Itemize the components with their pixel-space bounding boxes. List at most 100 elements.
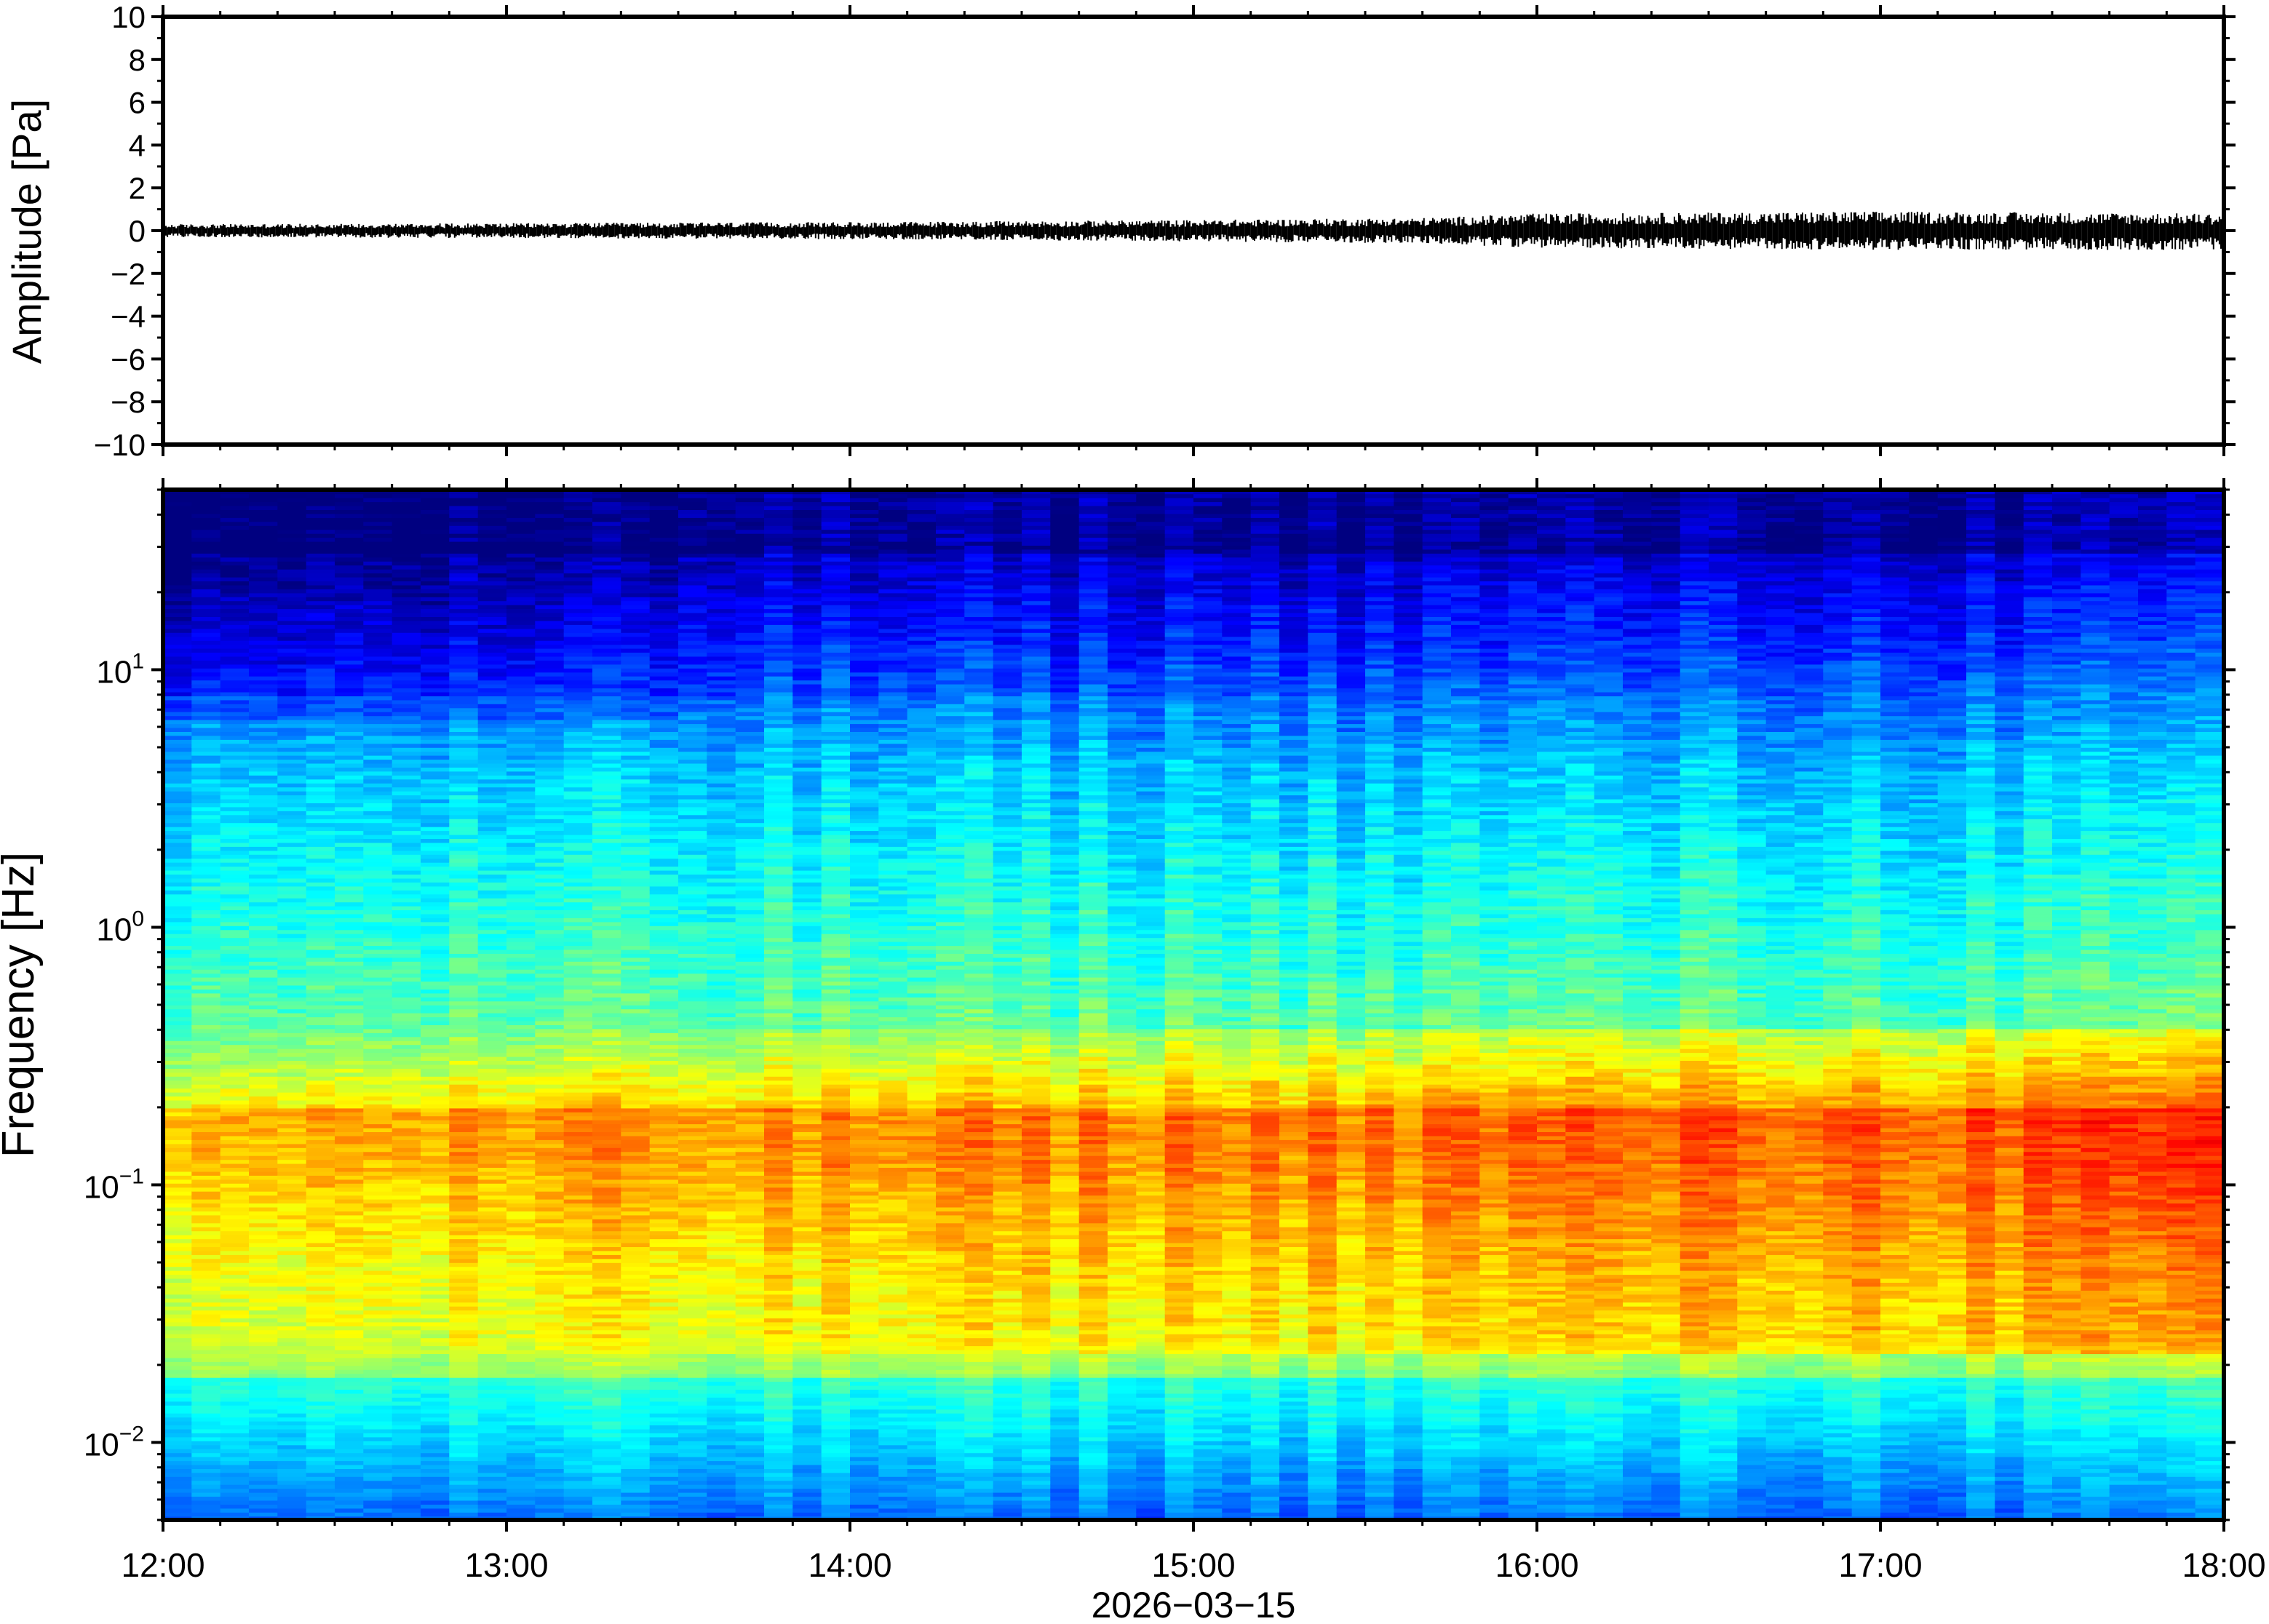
spectrogram-cell [335,1389,364,1393]
spectrogram-cell [363,498,392,502]
spectrogram-cell [306,1361,335,1366]
spectrogram-cell [163,1037,192,1041]
spectrogram-cell [191,656,220,661]
spectrogram-cell [449,1246,478,1251]
spectrogram-cell [335,1350,364,1354]
spectrogram-cell [506,1136,536,1140]
spectrogram-cell [535,1060,564,1064]
spectrogram-cell [306,918,335,922]
spectrogram-cell [191,795,220,799]
spectrogram-cell [306,985,335,990]
spectrogram-cell [421,1013,450,1017]
spectrogram-cell [392,942,421,946]
spectrogram-cell [335,1473,364,1477]
spectrogram-cell [449,1377,478,1382]
spectrogram-cell [306,1120,335,1124]
spectrogram-cell [506,1203,536,1207]
spectrogram-cell [163,997,192,1001]
spectrogram-cell [650,811,679,815]
spectrogram-cell [592,942,621,946]
spectrogram-cell [592,1437,621,1441]
spectrogram-cell [678,918,707,922]
spectrogram-cell [220,1076,250,1080]
spectrogram-cell [592,1183,621,1187]
spectrogram-cell [592,541,621,546]
spectrogram-cell [506,577,536,581]
spectrogram-cell [392,1369,421,1374]
spectrogram-cell [363,1397,392,1401]
spectrogram-cell [506,1318,536,1322]
spectrogram-cell [650,874,679,878]
spectrogram-cell [306,744,335,748]
spectrogram-cell [363,1136,392,1140]
spectrogram-cell [163,1045,192,1049]
spectrogram-cell [449,1064,478,1069]
spectrogram-cell [335,882,364,886]
spectrogram-cell [421,1147,450,1152]
spectrogram-cell [506,1381,536,1385]
spectrogram-cell [392,811,421,815]
spectrogram-cell [564,1401,593,1406]
spectrogram-cell [363,1163,392,1168]
spectrogram-cell [220,1345,250,1350]
spectrogram-cell [478,937,507,942]
spectrogram-cell [592,1266,621,1270]
spectrogram-cell [421,624,450,629]
spectrogram-cell [592,597,621,601]
spectrogram-cell [592,1481,621,1485]
spectrogram-cell [564,1306,593,1310]
spectrogram-cell [678,977,707,982]
spectrogram-cell [421,934,450,938]
spectrogram-cell [249,1207,278,1211]
spectrogram-cell [592,1136,621,1140]
spectrogram-cell [191,553,220,557]
spectrogram-cell [449,1254,478,1259]
spectrogram-cell [592,1096,621,1100]
spectrogram-cell [678,1136,707,1140]
spectrogram-cell [535,1080,564,1085]
spectrogram-cell [220,1366,250,1370]
spectrogram-cell [392,545,421,549]
spectrogram-cell [650,648,679,653]
spectrogram-cell [392,1322,421,1326]
spectrogram-cell [506,859,536,863]
spectrogram-cell [220,1374,250,1378]
spectrogram-cell [564,819,593,823]
spectrogram-cell [535,846,564,851]
spectrogram-cell [163,613,192,617]
spectrogram-cell [478,1298,507,1302]
spectrogram-cell [392,1310,421,1314]
spectrogram-cell [335,1290,364,1294]
spectrogram-cell [478,1227,507,1231]
spectrogram-cell [478,1508,507,1513]
spectrogram-cell [592,1024,621,1029]
spectrogram-cell [650,767,679,771]
spectrogram-cell [621,1270,650,1275]
spectrogram-cell [449,1144,478,1148]
spectrogram-cell [506,501,536,506]
waveform-y-tick-label: −2 [111,257,146,291]
spectrogram-cell [163,838,192,843]
spectrogram-cell [478,1100,507,1104]
spectrogram-cell [249,1286,278,1291]
spectrogram-cell [564,815,593,819]
spectrogram-cell [678,1350,707,1354]
spectrogram-cell [592,945,621,950]
spectrogram-cell [678,807,707,811]
spectrogram-cell [249,715,278,720]
spectrogram-cell [478,759,507,763]
spectrogram-cell [306,1401,335,1406]
spectrogram-cell [592,1219,621,1223]
spectrogram-cell [277,1179,306,1184]
spectrogram-cell [650,1171,679,1176]
spectrogram-cell [306,894,335,899]
spectrogram-cell [249,961,278,966]
spectrogram-cell [564,859,593,863]
spectrogram-cell [335,656,364,661]
spectrogram-cell [621,1227,650,1231]
spectrogram-cell [535,1366,564,1370]
spectrogram-cell [421,731,450,736]
spectrogram-cell [650,1112,679,1116]
spectrogram-cell [249,530,278,534]
spectrogram-cell [650,1064,679,1069]
